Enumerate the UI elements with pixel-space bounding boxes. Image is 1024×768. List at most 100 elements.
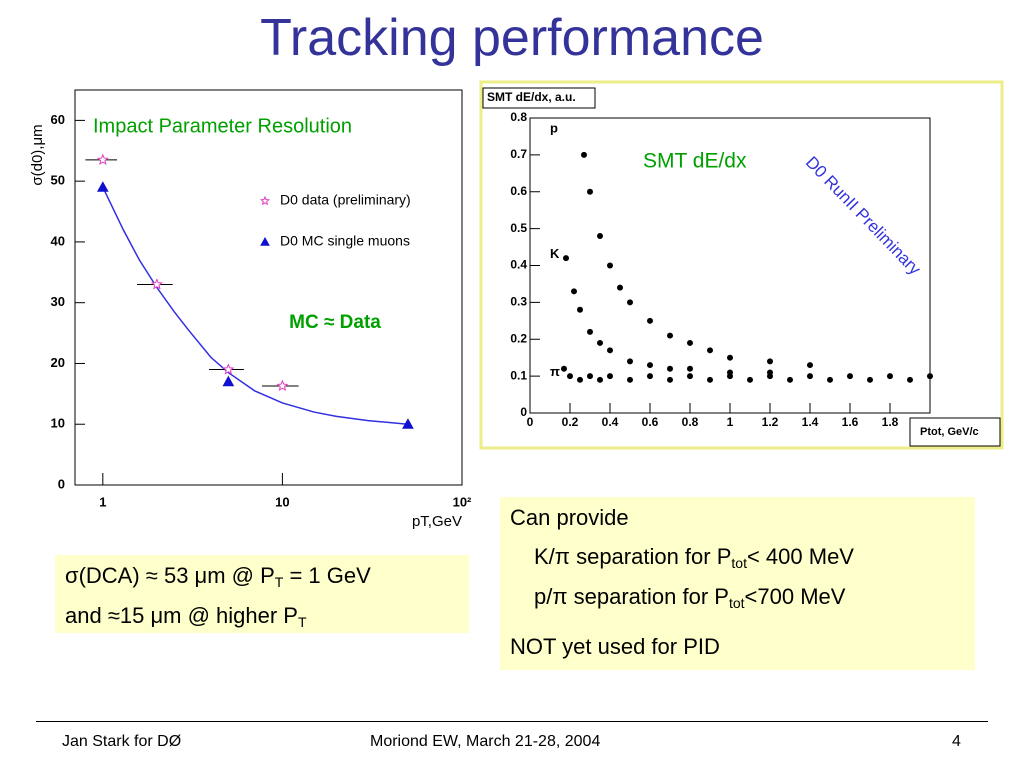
point <box>687 373 693 380</box>
point <box>747 376 753 383</box>
point <box>927 373 933 380</box>
point <box>647 317 653 324</box>
point <box>617 284 623 291</box>
point <box>402 418 414 429</box>
point <box>150 278 163 290</box>
point <box>627 376 633 383</box>
point <box>597 339 603 346</box>
plot-frame <box>74 89 463 486</box>
point <box>787 376 793 383</box>
point <box>276 379 289 392</box>
y-tick-label: 0.4 <box>510 258 527 272</box>
point <box>627 299 633 306</box>
point <box>571 288 577 295</box>
text: Can provide <box>510 505 629 530</box>
y-tick-label: 0.2 <box>510 331 527 345</box>
text: and ≈15 μm @ higher P <box>65 603 298 628</box>
point <box>727 369 733 376</box>
point <box>667 376 673 383</box>
text: K/π separation for P <box>534 544 732 569</box>
x-tick-label: 1.2 <box>762 415 779 429</box>
y-tick-label: 0 <box>520 405 527 419</box>
point <box>563 255 569 262</box>
point <box>887 373 893 380</box>
text: σ(DCA) ≈ 53 μm @ P <box>65 563 275 588</box>
point <box>847 373 853 380</box>
point <box>727 354 733 361</box>
y-tick-label: 0.3 <box>510 295 527 309</box>
x-tick-label: 0 <box>527 415 534 429</box>
point <box>96 153 109 165</box>
x-tick-label: 1 <box>99 494 106 509</box>
x-axis-label: pT,GeV <box>412 513 462 530</box>
x-tick-label: 0.6 <box>642 415 659 429</box>
point <box>607 262 613 269</box>
point <box>607 373 613 380</box>
footer-right: 4 <box>952 733 961 750</box>
point <box>607 347 613 354</box>
footer-left: Jan Stark for DØ <box>62 733 182 750</box>
y-tick-label: 40 <box>51 233 65 248</box>
x-tick-label: 1 <box>727 415 734 429</box>
point <box>647 373 653 380</box>
x-tick-label: 0.8 <box>682 415 699 429</box>
y-tick-label: 10 <box>51 416 65 431</box>
xlabel-box <box>909 417 1001 447</box>
ylabel-box <box>482 87 596 109</box>
band-label: p <box>550 121 558 136</box>
y-tick-label: 50 <box>51 173 65 188</box>
x-tick-label: 1.4 <box>802 415 819 429</box>
point <box>767 369 773 376</box>
box-line: NOT yet used for PID <box>510 630 965 663</box>
legend-marker <box>259 195 271 206</box>
subscript: tot <box>728 595 745 611</box>
subscript: T <box>274 574 284 590</box>
x-tick-label: 0.2 <box>562 415 579 429</box>
y-axis-label: σ(d0),μm <box>29 124 46 185</box>
y-tick-label: 0.6 <box>510 184 527 198</box>
point <box>587 373 593 380</box>
box-line: K/π separation for Ptot< 400 MeV <box>510 540 965 580</box>
text: < 400 MeV <box>746 544 854 569</box>
point <box>667 332 673 339</box>
y-tick-label: 60 <box>51 112 65 127</box>
point <box>687 339 693 346</box>
point <box>647 362 653 369</box>
legend-label: D0 MC single muons <box>280 233 410 249</box>
point <box>96 181 109 192</box>
point <box>597 233 603 239</box>
pid-box: Can provide K/π separation for Ptot< 400 … <box>500 497 975 670</box>
point <box>597 376 603 383</box>
box-line: Can provide <box>510 501 965 534</box>
legend-label: D0 data (preliminary) <box>280 192 411 208</box>
footer-center: Moriond EW, March 21-28, 2004 <box>370 733 601 750</box>
y-tick-label: 0.7 <box>510 147 527 161</box>
box-line: p/π separation for Ptot<700 MeV <box>510 580 965 620</box>
x-tick-label: 10² <box>453 494 472 509</box>
annotation: MC ≈ Data <box>289 312 381 333</box>
point <box>567 373 573 380</box>
x-tick-label: 10 <box>275 494 289 509</box>
text: NOT yet used for PID <box>510 634 720 659</box>
subscript: tot <box>731 555 747 571</box>
chart-title: Impact Parameter Resolution <box>93 115 352 137</box>
fit-curve <box>102 186 409 425</box>
point <box>587 328 593 335</box>
point <box>561 365 567 372</box>
dca-box: σ(DCA) ≈ 53 μm @ PT = 1 GeV and ≈15 μm @ … <box>55 555 469 633</box>
point <box>222 363 235 375</box>
point <box>907 376 913 383</box>
point <box>707 376 713 383</box>
point <box>827 376 833 383</box>
y-tick-label: 20 <box>51 355 65 370</box>
x-tick-label: 1.8 <box>882 415 899 429</box>
point <box>577 306 583 313</box>
subscript: T <box>297 614 307 630</box>
slide-title: Tracking performance <box>260 9 764 67</box>
point <box>667 365 673 372</box>
y-tick-label: 0.8 <box>510 110 527 124</box>
plot-frame <box>529 117 931 414</box>
text: p/π separation for P <box>534 584 729 609</box>
legend-marker <box>260 236 270 246</box>
